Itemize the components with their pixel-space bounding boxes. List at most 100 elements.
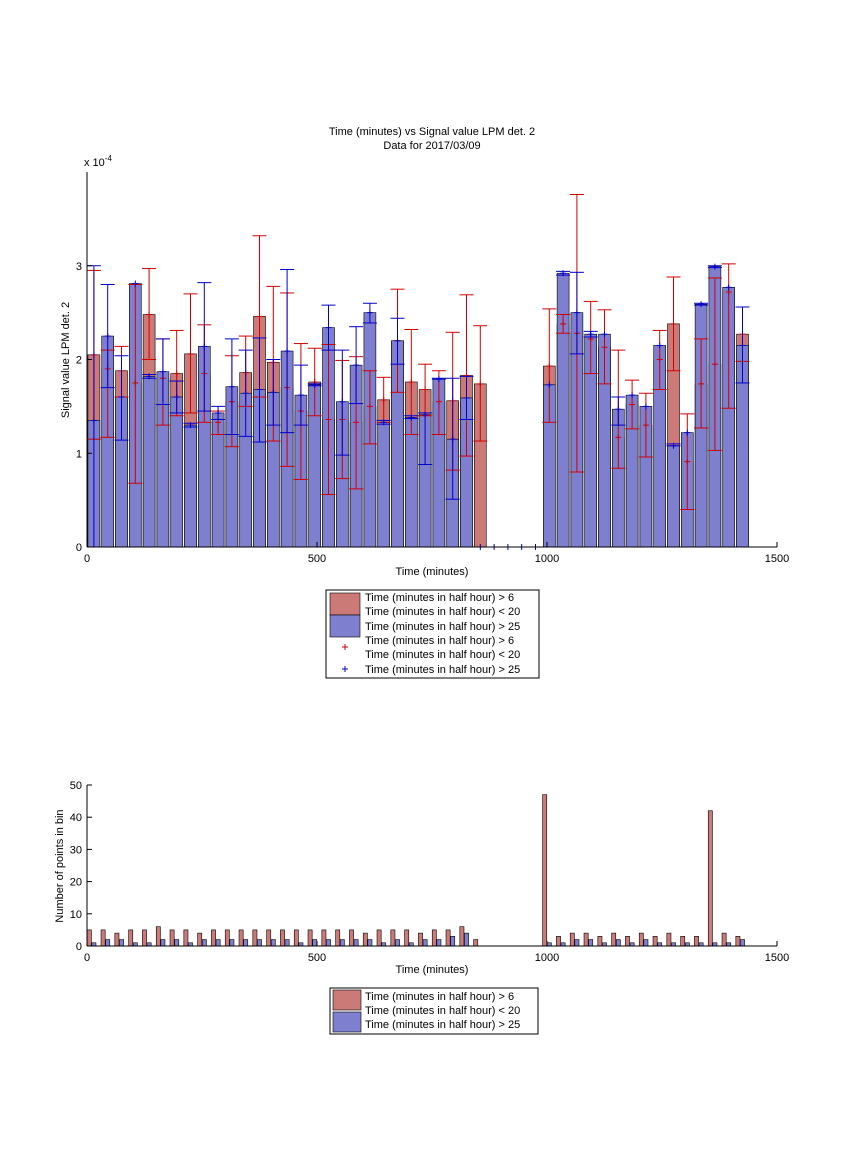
chart2-ytick-label-0: 0 <box>76 941 82 953</box>
chart2-legend-swatch-blue <box>332 1011 362 1033</box>
chart1-red-errorbar-30 <box>556 314 571 334</box>
chart1-legend-entry-1: Time (minutes in half hour) > 6 <box>365 592 514 604</box>
chart1-blue-errorbar-26 <box>445 377 460 500</box>
chart2-axes <box>86 785 777 947</box>
chart2-red-bar-18 <box>335 929 341 947</box>
chart1-blue-errorbar-5 <box>155 338 170 405</box>
chart2-red-bar-20 <box>362 932 368 947</box>
chart1-blue-errorbar-13 <box>266 359 281 426</box>
chart1-blue-errorbar-42 <box>666 442 681 449</box>
chart2-ylabel: Number of points in bin <box>54 809 66 922</box>
chart1-blue-errorbar-40 <box>642 403 649 410</box>
chart1-legend: Time (minutes in half hour) > 6 Time (mi… <box>325 589 540 679</box>
chart2-red-bar-1 <box>100 929 106 947</box>
chart1-blue-errorbar-18 <box>335 349 350 456</box>
chart1-blue-errorbar-12 <box>252 337 267 443</box>
chart2-red-bar-17 <box>321 929 327 947</box>
chart1-blue-errorbar-15 <box>293 364 308 426</box>
chart1-ytick-label-0: 0 <box>76 542 82 554</box>
chart2-blue-bar-9 <box>215 939 221 947</box>
chart2-blue-bar-2 <box>119 939 124 947</box>
chart1-blue-errorbar-16 <box>307 381 322 388</box>
chart2-blue-bar-19 <box>353 939 359 947</box>
chart2-red-bar-7 <box>183 929 189 947</box>
chart2-red-bar-9 <box>211 929 216 947</box>
chart1-blue-errorbar-2 <box>114 355 129 441</box>
chart1-blue-errorbar-14 <box>280 269 295 434</box>
chart2-blue-bar-18 <box>339 939 345 947</box>
chart1-legend-entry-6: Time (minutes in half hour) > 25 <box>365 664 520 676</box>
chart2-red-bar-10 <box>224 929 230 947</box>
chart1-red-errorbar-41 <box>707 277 722 451</box>
chart1-ytick-label-3: 3 <box>76 261 82 273</box>
chart1-exponent-label: x 10-4 <box>84 154 112 169</box>
chart1-blue-errorbar-8 <box>197 282 212 412</box>
chart2-blue-bar-10 <box>229 939 235 947</box>
chart2-legend-swatch-red <box>332 989 362 1011</box>
chart2-ytick-label-4: 40 <box>70 812 82 824</box>
chart2-xtick-label-2: 1000 <box>535 952 559 964</box>
chart2-blue-bar-8 <box>201 939 207 947</box>
chart2-red-bar-37 <box>652 936 658 947</box>
chart1-legend-swatch-blue <box>329 614 361 638</box>
chart2-red-bar-11 <box>238 929 244 947</box>
chart1-blue-errorbar-17 <box>321 304 336 351</box>
chart1-legend-entry-4: Time (minutes in half hour) > 6 <box>365 635 514 647</box>
chart2-legend-entry-2: Time (minutes in half hour) < 20 <box>365 1005 520 1017</box>
chart1-blue-errorbar-37 <box>601 331 608 338</box>
chart1-exponent-base: x 10 <box>84 157 105 169</box>
chart1-blue-bar-4 <box>142 376 156 548</box>
chart1-blue-errorbar-1 <box>100 284 115 389</box>
chart1-blue-errorbar-33 <box>546 381 553 388</box>
chart1-y-ticks: 0 1 2 3 <box>76 261 92 554</box>
chart2-xlabel: Time (minutes) <box>396 964 469 976</box>
chart1-blue-bar-42 <box>667 445 680 548</box>
chart2-ytick-label-3: 30 <box>70 844 82 856</box>
chart1-blue-bar-23 <box>405 417 418 548</box>
chart2-red-bar-43 <box>735 936 741 947</box>
chart2-red-bar-26 <box>445 929 451 947</box>
chart2-blue-bar-5 <box>160 939 166 947</box>
chart1-blue-errorbar-21 <box>376 419 391 426</box>
chart1-blue-errorbar-44 <box>694 301 709 308</box>
chart1-exponent-power: -4 <box>105 154 113 163</box>
chart2-x-ticks: 0 500 1000 1500 <box>84 941 789 964</box>
chart1-blue-errorbar-38 <box>611 396 626 426</box>
chart2-red-bar-32 <box>583 932 589 947</box>
chart2-red-bar-21 <box>376 929 382 947</box>
chart1-legend-entry-3: Time (minutes in half hour) > 25 <box>365 621 520 633</box>
chart1-red-errorbar-37 <box>652 329 667 390</box>
chart2-red-bar-16 <box>307 929 313 947</box>
chart1-blue-errorbar-6 <box>169 380 184 414</box>
chart2-red-bar-39 <box>680 936 686 947</box>
chart2-legend-entry-1: Time (minutes in half hour) > 6 <box>365 991 514 1003</box>
chart1-xtick-label-2: 1000 <box>535 553 559 565</box>
chart1-red-errorbar-35 <box>625 379 640 430</box>
chart1-blue-errorbar-23 <box>404 414 419 421</box>
chart1-xtick-label-3: 1500 <box>765 553 789 565</box>
chart1-xtick-label-1: 500 <box>308 553 326 565</box>
chart2-blue-bar-11 <box>243 939 249 947</box>
chart2-red-bar-13 <box>266 929 272 947</box>
chart1-legend-entry-5: Time (minutes in half hour) < 20 <box>365 649 520 661</box>
chart1-ytick-label-1: 1 <box>76 448 82 460</box>
chart2-red-bar-8 <box>197 932 203 947</box>
chart2-blue-bar-31 <box>588 939 594 947</box>
chart1-xtick-label-0: 0 <box>84 553 90 565</box>
chart2-red-bar-25 <box>431 929 437 947</box>
chart2-red-bar-23 <box>404 929 410 947</box>
chart2-ytick-label-1: 10 <box>70 909 82 921</box>
chart2-red-bar-24 <box>418 932 423 947</box>
chart2-red-bar-5 <box>155 926 161 947</box>
chart1-blue-errorbar-45 <box>707 263 722 270</box>
chart2-blue-bar-22 <box>395 939 400 947</box>
chart2-legend-entry-3: Time (minutes in half hour) > 25 <box>365 1019 520 1031</box>
chart2-red-bar-14 <box>280 929 285 947</box>
chart2-xtick-label-1: 500 <box>308 952 326 964</box>
chart2-blue-bar-33 <box>615 939 621 947</box>
chart1-bars <box>87 266 749 548</box>
chart2-y-ticks: 0 10 20 30 40 50 <box>70 780 92 953</box>
chart1-ytick-label-2: 2 <box>76 355 82 367</box>
